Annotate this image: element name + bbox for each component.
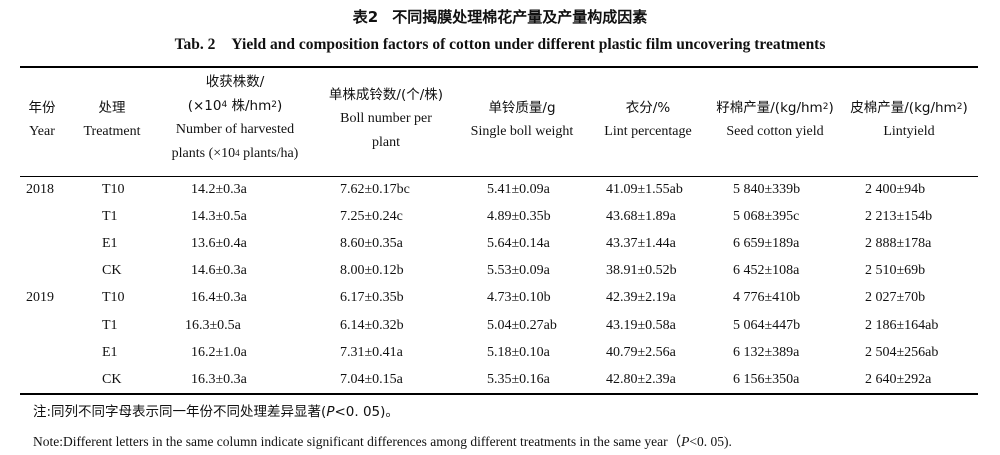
cell-seed: 4 776±410b — [733, 290, 801, 305]
header-weight-cn: 单铃质量/g — [488, 100, 556, 116]
cell-plants: 16.2±1.0a — [191, 345, 247, 360]
table-caption-en: Yield and composition factors of cotton … — [231, 36, 826, 53]
table-title-en: Tab. 2 Yield and composition factors of c… — [0, 36, 1000, 54]
table-caption-cn: 不同揭膜处理棉花产量及产量构成因素 — [392, 8, 648, 26]
header-lint-en: Lint percentage — [604, 124, 692, 139]
cell-lint: 43.37±1.44a — [606, 236, 676, 251]
cell-lintyield: 2 888±178a — [865, 236, 932, 251]
table-top-rule — [20, 66, 978, 68]
header-lintyield: 皮棉产量/(kg/hm2) Lintyield — [844, 96, 974, 144]
cell-boll: 7.31±0.41a — [340, 345, 403, 360]
cell-seed: 5 068±395c — [733, 209, 800, 224]
header-plants-unit-cn: (×104 株/hm2) — [187, 98, 283, 114]
cell-weight: 5.35±0.16a — [487, 372, 550, 387]
cell-plants: 16.3±0.5a — [185, 318, 241, 333]
cell-treatment: E1 — [102, 236, 118, 251]
cell-seed: 5 064±447b — [733, 318, 801, 333]
cell-lint: 43.19±0.58a — [606, 318, 676, 333]
header-plants-en2: plants (×104 plants/ha) — [171, 146, 299, 161]
header-plants-en1: Number of harvested — [175, 122, 295, 137]
cell-weight: 5.18±0.10a — [487, 345, 550, 360]
cell-weight: 5.04±0.27ab — [487, 318, 557, 333]
cell-boll: 7.62±0.17bc — [340, 182, 410, 197]
header-lint: 衣分/% Lint percentage — [590, 96, 706, 144]
cell-boll: 7.04±0.15a — [340, 372, 403, 387]
cell-seed: 6 452±108a — [733, 263, 800, 278]
cell-seed: 6 132±389a — [733, 345, 800, 360]
cell-treatment: CK — [102, 263, 122, 278]
cell-plants: 16.3±0.3a — [191, 372, 247, 387]
table-note-cn: 注:同列不同字母表示同一年份不同处理差异显著(P<0. 05)。 — [33, 404, 399, 420]
cell-lintyield: 2 640±292a — [865, 372, 932, 387]
cell-lintyield: 2 027±70b — [865, 290, 926, 305]
cell-lintyield: 2 510±69b — [865, 263, 926, 278]
cell-lintyield: 2 504±256ab — [865, 345, 939, 360]
cell-lint: 43.68±1.89a — [606, 209, 676, 224]
header-year: 年份 Year — [22, 96, 62, 144]
cell-weight: 5.53±0.09a — [487, 263, 550, 278]
cell-treatment: E1 — [102, 345, 118, 360]
cell-boll: 6.14±0.32b — [340, 318, 404, 333]
header-boll-en1: Boll number per — [340, 111, 432, 126]
cell-year: 2018 — [26, 182, 54, 197]
header-boll-en2: plant — [372, 135, 400, 150]
header-lintyield-cn: 皮棉产量/(kg/hm2) — [850, 100, 968, 116]
cell-lint: 41.09±1.55ab — [606, 182, 683, 197]
header-lint-cn: 衣分/% — [625, 100, 671, 116]
cell-boll: 8.00±0.12b — [340, 263, 404, 278]
cell-seed: 5 840±339b — [733, 182, 801, 197]
header-boll: 单株成铃数/(个/株) Boll number per plant — [312, 83, 460, 155]
table-note-en: Note:Different letters in the same colum… — [33, 434, 732, 449]
header-weight: 单铃质量/g Single boll weight — [460, 96, 584, 144]
table-title-cn: 表2 不同揭膜处理棉花产量及产量构成因素 — [0, 6, 1000, 27]
header-weight-en: Single boll weight — [470, 124, 574, 139]
cell-lintyield: 2 213±154b — [865, 209, 933, 224]
cell-plants: 14.6±0.3a — [191, 263, 247, 278]
header-boll-cn: 单株成铃数/(个/株) — [328, 87, 444, 103]
cell-lint: 40.79±2.56a — [606, 345, 676, 360]
cell-lint: 42.80±2.39a — [606, 372, 676, 387]
cell-lintyield: 2 186±164ab — [865, 318, 939, 333]
header-year-en: Year — [29, 124, 55, 139]
cell-plants: 16.4±0.3a — [191, 290, 247, 305]
cell-treatment: T1 — [102, 209, 118, 224]
header-plants-cn: 收获株数/ — [205, 74, 265, 90]
header-plants: 收获株数/ (×104 株/hm2) Number of harvested p… — [150, 70, 320, 166]
table-number-cn: 表2 — [352, 8, 379, 26]
cell-boll: 7.25±0.24c — [340, 209, 403, 224]
table-header-rule — [20, 176, 978, 177]
header-lintyield-en: Lintyield — [883, 124, 935, 139]
header-year-cn: 年份 — [28, 100, 56, 116]
cell-treatment: T1 — [102, 318, 118, 333]
header-treatment-en: Treatment — [83, 124, 141, 139]
cell-year: 2019 — [26, 290, 54, 305]
cell-seed: 6 659±189a — [733, 236, 800, 251]
cell-weight: 5.64±0.14a — [487, 236, 550, 251]
cell-seed: 6 156±350a — [733, 372, 800, 387]
header-seed-en: Seed cotton yield — [726, 124, 824, 139]
cell-weight: 4.89±0.35b — [487, 209, 551, 224]
header-seed: 籽棉产量/(kg/hm2) Seed cotton yield — [706, 96, 844, 144]
cell-treatment: T10 — [102, 290, 125, 305]
cell-weight: 4.73±0.10b — [487, 290, 551, 305]
header-treatment-cn: 处理 — [98, 100, 126, 116]
header-seed-cn: 籽棉产量/(kg/hm2) — [716, 100, 834, 116]
cell-weight: 5.41±0.09a — [487, 182, 550, 197]
cell-plants: 14.2±0.3a — [191, 182, 247, 197]
table-bottom-rule — [20, 393, 978, 395]
cell-lintyield: 2 400±94b — [865, 182, 926, 197]
cell-plants: 14.3±0.5a — [191, 209, 247, 224]
table-number-en: Tab. 2 — [174, 36, 216, 53]
cell-plants: 13.6±0.4a — [191, 236, 247, 251]
cell-boll: 6.17±0.35b — [340, 290, 404, 305]
cell-treatment: T10 — [102, 182, 125, 197]
header-treatment: 处理 Treatment — [76, 96, 148, 144]
cell-lint: 42.39±2.19a — [606, 290, 676, 305]
cell-boll: 8.60±0.35a — [340, 236, 403, 251]
cell-lint: 38.91±0.52b — [606, 263, 677, 278]
cell-treatment: CK — [102, 372, 122, 387]
